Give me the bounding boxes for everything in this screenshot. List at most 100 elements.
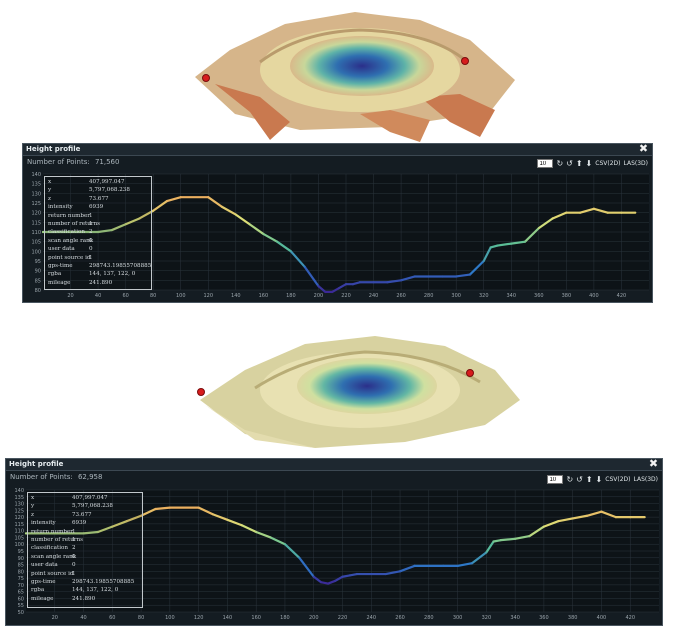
rotate-cw-icon[interactable]: ↻	[566, 474, 574, 484]
export-csv-button[interactable]: CSV(2D)	[595, 160, 621, 167]
profile-start-marker-top[interactable]	[202, 74, 210, 82]
profile-point	[499, 539, 502, 542]
profile-end-marker-top[interactable]	[461, 57, 469, 65]
profile-segment	[110, 223, 127, 232]
profile-point	[341, 575, 344, 578]
x-tick-label: 400	[589, 293, 599, 299]
info-value: 1	[72, 528, 76, 535]
profile-point	[255, 531, 258, 533]
profile-point	[482, 260, 485, 262]
profile-point	[42, 231, 44, 233]
profile-point	[524, 240, 526, 243]
x-tick-label: 360	[534, 293, 544, 299]
rotate-ccw-icon[interactable]: ↺	[566, 158, 573, 168]
move-up-icon[interactable]: ⬆	[585, 474, 593, 484]
x-tick-label: 200	[309, 615, 319, 621]
profile-point	[234, 213, 237, 216]
info-key: user data	[31, 562, 58, 569]
profile-point	[537, 227, 540, 230]
profile-segment	[111, 520, 128, 528]
profile-point	[327, 582, 330, 585]
profile-segment	[492, 539, 502, 543]
profile-point	[399, 570, 401, 573]
height-profile-panel-bottom: Height profile ✖ Number of Points: 62,95…	[5, 458, 663, 626]
y-tick-label: 135	[14, 495, 24, 501]
info-row: point source id1	[48, 255, 93, 261]
info-key: mileage	[48, 279, 71, 286]
profile-point	[345, 283, 347, 286]
info-key: z	[48, 195, 51, 202]
move-down-icon[interactable]: ⬇	[585, 158, 593, 168]
export-las-button[interactable]: LAS(3D)	[633, 476, 658, 483]
info-row: classification 2	[48, 229, 93, 235]
profile-point	[298, 556, 301, 559]
profile-point	[600, 510, 603, 513]
x-tick-label: 20	[52, 615, 58, 621]
profile-start-marker-bottom[interactable]	[197, 388, 205, 396]
profile-end-marker-bottom[interactable]	[466, 369, 474, 377]
profile-point	[514, 537, 517, 540]
close-icon[interactable]: ✖	[648, 457, 659, 470]
profile-point	[620, 211, 623, 214]
x-tick-label: 100	[176, 293, 186, 299]
profile-segment	[338, 283, 348, 290]
profile-point	[400, 279, 402, 282]
x-tick-label: 180	[286, 293, 296, 299]
info-row: intensity 6939	[31, 520, 86, 526]
profile-segment	[276, 240, 293, 253]
profile-width-input[interactable]	[537, 159, 554, 168]
profile-segment	[234, 213, 251, 226]
profile-point	[355, 573, 358, 575]
info-value: 1	[72, 537, 76, 543]
profile-segment	[317, 285, 327, 294]
profile-point	[634, 211, 637, 214]
info-key: scan angle rank	[48, 237, 94, 244]
profile-point	[358, 281, 361, 284]
profile-point	[579, 211, 582, 214]
panel-title: Height profile	[9, 460, 64, 468]
rotate-cw-icon[interactable]: ↻	[556, 158, 564, 168]
x-tick-label: 380	[568, 615, 578, 621]
x-tick-label: 300	[453, 615, 463, 621]
profile-point	[312, 575, 315, 578]
profile-segment	[399, 275, 416, 282]
info-key: number of returns	[31, 537, 84, 543]
info-key: classification	[48, 229, 85, 236]
info-key: y	[31, 503, 35, 510]
rotate-ccw-icon[interactable]: ↺	[576, 474, 583, 484]
profile-segment	[152, 199, 169, 212]
profile-segment	[220, 205, 237, 216]
y-tick-label: 60	[18, 596, 24, 602]
profile-segment	[510, 240, 527, 245]
profile-segment	[585, 510, 603, 517]
info-row: rgba 144, 137, 122, 0	[31, 587, 118, 593]
info-key: number of returns	[48, 221, 101, 227]
info-key: classification	[31, 545, 68, 552]
profile-segment	[226, 518, 243, 527]
info-key: y	[48, 187, 52, 194]
y-tick-label: 100	[31, 249, 41, 255]
profile-width-input[interactable]	[547, 475, 564, 484]
profile-point	[471, 562, 473, 565]
info-value: 407,997.047	[89, 179, 125, 185]
profile-segment	[557, 517, 574, 523]
profile-segment	[571, 514, 589, 520]
profile-segment	[537, 217, 554, 230]
close-icon[interactable]: ✖	[638, 142, 649, 155]
export-las-button[interactable]: LAS(3D)	[623, 160, 648, 167]
profile-point	[290, 250, 292, 253]
profile-point	[338, 287, 341, 289]
profile-segment	[351, 281, 361, 286]
y-tick-label: 110	[14, 529, 24, 535]
profile-plot[interactable]: 1401351301251201151101051009590858075706…	[6, 486, 662, 624]
x-tick-label: 280	[424, 293, 434, 299]
info-key: intensity	[31, 520, 56, 527]
move-up-icon[interactable]: ⬆	[575, 158, 583, 168]
export-csv-button[interactable]: CSV(2D)	[605, 476, 631, 483]
y-tick-label: 125	[14, 508, 24, 514]
profile-point	[469, 273, 471, 276]
info-value: 298743.19855708885	[72, 579, 135, 585]
move-down-icon[interactable]: ⬇	[595, 474, 603, 484]
profile-point	[276, 240, 279, 243]
